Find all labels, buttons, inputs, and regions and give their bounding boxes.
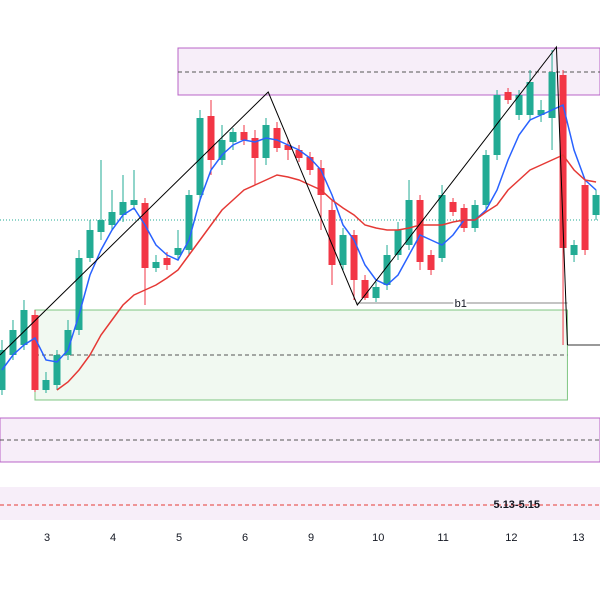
x-tick-label: 11 (437, 532, 448, 544)
x-tick-label: 6 (242, 532, 248, 544)
candle-body (592, 195, 600, 215)
candle-body (460, 208, 468, 228)
candle-body (438, 195, 446, 258)
candle-body (493, 95, 501, 155)
band-label: 5.13-5.15 (494, 499, 540, 511)
candle-body (185, 195, 193, 250)
candle-body (339, 235, 347, 265)
candle-body (548, 72, 556, 118)
candle-body (306, 157, 314, 170)
candle-body (383, 255, 391, 285)
x-tick-label: 4 (110, 532, 116, 544)
candle-body (328, 210, 336, 265)
x-tick-label: 10 (372, 532, 384, 544)
candle-body (207, 116, 215, 160)
candle-body (504, 92, 512, 100)
zigzag (0, 45, 568, 356)
ma-line (56, 154, 597, 391)
candle-body (141, 203, 149, 268)
candle-body (218, 140, 226, 160)
x-tick-label: 9 (308, 532, 314, 544)
candle-body (581, 185, 589, 250)
candle-body (53, 355, 61, 385)
candle-body (174, 248, 182, 255)
candle-body (97, 220, 105, 232)
b1-label: b1 (455, 298, 467, 310)
candle-body (119, 202, 127, 215)
candle-body (559, 75, 567, 248)
candle-body (537, 110, 545, 115)
candle-body (570, 245, 578, 255)
candle-body (20, 310, 28, 345)
candle-body (405, 200, 413, 245)
candle-body (262, 125, 270, 158)
candle-body (229, 132, 237, 142)
candle-body (317, 168, 325, 195)
candle-body (196, 118, 204, 195)
zone (0, 417, 600, 463)
band (0, 487, 600, 520)
candle-body (31, 315, 39, 390)
candle-body (350, 235, 358, 280)
x-tick-label: 3 (44, 532, 50, 544)
candle-body (295, 150, 303, 158)
candle-body (75, 258, 83, 330)
candle-body (526, 82, 534, 115)
candle-body (515, 95, 523, 115)
candle-body (251, 138, 259, 158)
candle-body (130, 200, 138, 205)
candle-body (163, 258, 171, 265)
ma-line (1, 103, 597, 371)
x-tick-label: 13 (572, 532, 584, 544)
candle-body (449, 202, 457, 212)
candle-body (42, 380, 50, 390)
candle-body (416, 200, 424, 262)
candle-body (427, 255, 435, 270)
candle-body (64, 330, 72, 355)
candle-body (273, 128, 281, 148)
candle-body (361, 280, 369, 298)
candle-body (240, 132, 248, 140)
candle-body (394, 230, 402, 255)
candle-body (108, 212, 116, 225)
x-tick-label: 5 (176, 532, 182, 544)
candle-body (152, 262, 160, 268)
candle-body (284, 145, 292, 150)
x-tick-label: 12 (505, 532, 517, 544)
candle-body (471, 205, 479, 228)
candle-body (482, 155, 490, 205)
candle-body (86, 230, 94, 258)
candle-body (372, 287, 380, 298)
